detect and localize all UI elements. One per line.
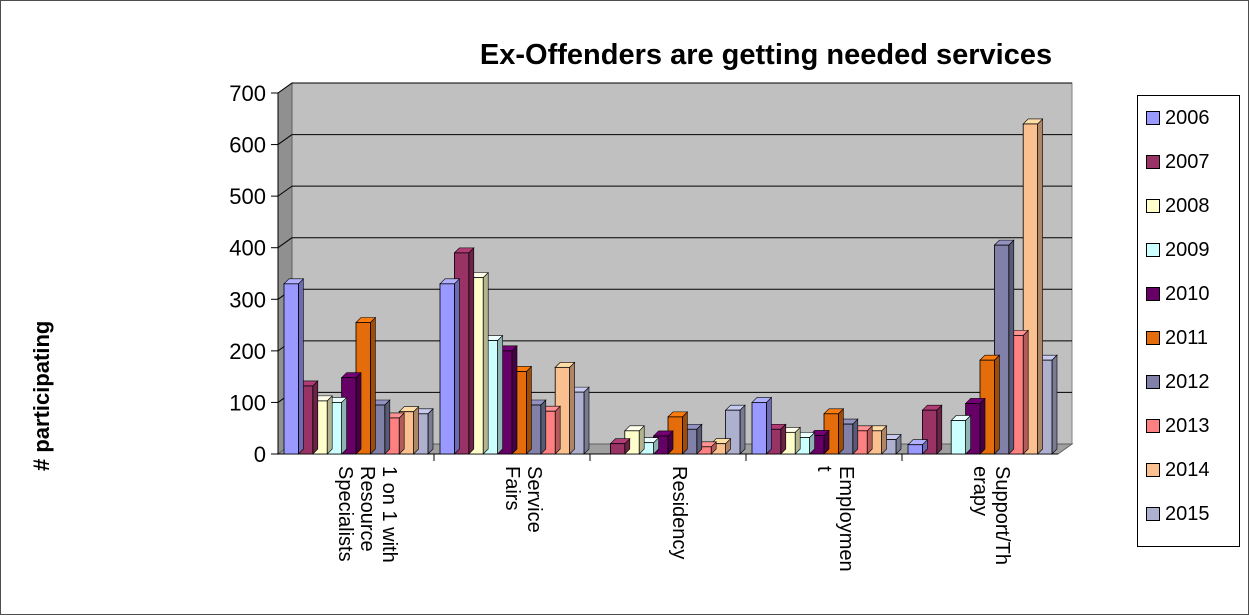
legend: 2006 2007 2008 2009 2010 2011 2012 2013 2014 2015 [1137, 95, 1240, 547]
bar-side [838, 408, 844, 455]
legend-swatch [1146, 463, 1160, 477]
x-category-label: Residency [668, 466, 690, 559]
x-category-label: t [813, 466, 835, 472]
bar-2009-4 [950, 420, 967, 455]
bar-side [384, 399, 391, 455]
legend-item-2009: 2009 [1146, 236, 1210, 264]
legend-swatch [1146, 155, 1160, 169]
bar-2006-0 [283, 283, 299, 455]
bar-side [1008, 239, 1015, 455]
bar-side [413, 405, 419, 455]
legend-item-2008: 2008 [1146, 192, 1210, 220]
bar-side [468, 247, 475, 455]
legend-swatch [1146, 287, 1160, 301]
y-tick-label: 700 [229, 81, 266, 106]
x-category-label: Resource [356, 466, 378, 552]
legend-swatch [1146, 507, 1160, 521]
bar-side [583, 386, 590, 455]
legend-item-2007: 2007 [1146, 148, 1210, 176]
y-tick-label: 100 [229, 390, 266, 415]
bar-side [739, 404, 746, 455]
legend-item-2011: 2011 [1146, 324, 1208, 352]
bar-side [994, 354, 1000, 455]
y-tick-label: 200 [229, 339, 266, 364]
bar-side [312, 380, 319, 455]
x-category-label: 1 on 1 with [378, 466, 400, 563]
legend-item-2013: 2013 [1146, 412, 1210, 440]
bar-side [936, 404, 943, 455]
bar-side [526, 365, 532, 455]
legend-label: 2015 [1165, 502, 1210, 525]
legend-item-2014: 2014 [1146, 456, 1210, 484]
bar-side [965, 414, 971, 455]
gridline-side [277, 185, 293, 197]
legend-swatch [1146, 331, 1160, 345]
gridline-side [277, 134, 293, 145]
x-category-label: Support/Th [991, 466, 1013, 565]
legend-label: 2006 [1165, 106, 1210, 129]
y-tick-label: 300 [229, 287, 266, 312]
bar-side [852, 418, 859, 455]
bar-side [766, 396, 772, 455]
legend-item-2006: 2006 [1146, 104, 1210, 132]
bar-side [370, 316, 376, 455]
bar-side [569, 361, 575, 455]
bar-side [1037, 118, 1043, 455]
x-category-label: Fairs [501, 466, 523, 510]
bar-2006-4 [907, 444, 923, 455]
bar-side [398, 412, 405, 455]
bar-2006-1 [439, 283, 455, 455]
bar-side [1051, 354, 1058, 455]
bar-side [341, 396, 347, 455]
plot-back-wall [291, 82, 1073, 445]
bar-side [682, 411, 688, 455]
bar-2007-2 [610, 443, 626, 455]
legend-swatch [1146, 111, 1160, 125]
x-category-label: erapy [969, 466, 991, 516]
legend-swatch [1146, 419, 1160, 433]
legend-item-2012: 2012 [1146, 368, 1210, 396]
gridline-side [277, 237, 293, 249]
gridline-side [277, 82, 293, 94]
bar-side [497, 334, 503, 455]
legend-label: 2014 [1165, 458, 1210, 481]
legend-label: 2010 [1165, 282, 1210, 305]
chart-title: Ex-Offenders are getting needed services [479, 39, 1053, 71]
legend-item-2010: 2010 [1146, 280, 1210, 308]
y-tick-label: 400 [229, 236, 266, 261]
legend-label: 2012 [1165, 370, 1210, 393]
bar-2006-3 [751, 402, 767, 455]
legend-item-2015: 2015 [1146, 500, 1210, 528]
bar-side [298, 278, 304, 455]
y-tick-label: 600 [229, 133, 266, 158]
x-category-label: Specialists [334, 466, 356, 562]
legend-label: 2007 [1165, 150, 1210, 173]
bar-side [355, 371, 362, 455]
bar-side [511, 345, 518, 455]
y-tick-label: 500 [229, 184, 266, 209]
y-tick-label: 0 [254, 442, 266, 467]
legend-label: 2011 [1165, 326, 1209, 349]
bar-side [554, 405, 561, 455]
bar-side [979, 397, 986, 455]
bar-side [1022, 329, 1029, 455]
bar-side [482, 271, 489, 455]
legend-swatch [1146, 199, 1160, 213]
bar-side [540, 399, 547, 455]
bar-side [427, 408, 434, 455]
legend-label: 2009 [1165, 238, 1210, 261]
x-category-label: Employmen [835, 466, 857, 572]
legend-swatch [1146, 243, 1160, 257]
x-category-label: Service [523, 466, 545, 533]
legend-swatch [1146, 375, 1160, 389]
legend-label: 2008 [1165, 194, 1210, 217]
bar-side [326, 395, 333, 455]
bar-side [454, 278, 460, 455]
legend-label: 2013 [1165, 414, 1210, 437]
